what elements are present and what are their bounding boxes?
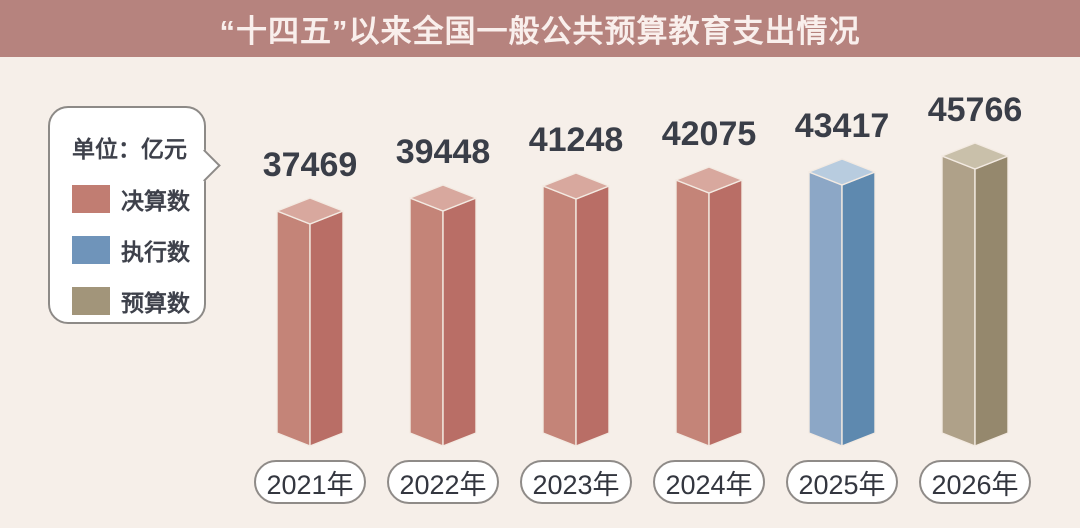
chart-title: “十四五”以来全国一般公共预算教育支出情况 bbox=[219, 14, 861, 49]
bar-value-label-2025: 43417 bbox=[795, 107, 890, 145]
execution-swatch bbox=[72, 236, 110, 264]
bar-value-label-2026: 45766 bbox=[928, 91, 1023, 129]
bar-top-face bbox=[941, 142, 1009, 170]
bar-left-face bbox=[542, 185, 577, 447]
legend-item-final-accounts: 决算数 bbox=[72, 182, 204, 216]
legend-item-label: 预算数 bbox=[121, 290, 190, 316]
bar-right-face bbox=[708, 179, 743, 447]
bar-right-face bbox=[575, 185, 610, 447]
bar-top-face bbox=[675, 166, 743, 194]
bar-2026 bbox=[941, 142, 1009, 447]
legend-item-execution: 执行数 bbox=[72, 233, 204, 267]
bar-value-label-2021: 37469 bbox=[263, 146, 358, 184]
bar-right-face bbox=[974, 155, 1009, 447]
legend-item-budget: 预算数 bbox=[72, 284, 204, 318]
bar-2023 bbox=[542, 172, 610, 447]
bar-left-face bbox=[808, 171, 843, 447]
bar-2022 bbox=[409, 184, 477, 447]
budget-swatch bbox=[72, 287, 110, 315]
bar-left-face bbox=[675, 179, 710, 447]
bar-value-label-2022: 39448 bbox=[396, 133, 491, 171]
year-pill-2023: 2023年 bbox=[520, 460, 632, 504]
title-bar: “十四五”以来全国一般公共预算教育支出情况 bbox=[0, 0, 1080, 57]
bar-left-face bbox=[276, 210, 311, 447]
year-pill-2024: 2024年 bbox=[653, 460, 765, 504]
bar-2024 bbox=[675, 166, 743, 447]
legend-item-label: 执行数 bbox=[121, 239, 190, 265]
bar-right-face bbox=[841, 171, 876, 447]
year-pill-2022: 2022年 bbox=[387, 460, 499, 504]
legend: 单位：亿元 决算数执行数预算数 bbox=[48, 106, 221, 324]
bar-right-face bbox=[442, 197, 477, 447]
bar-left-face bbox=[409, 197, 444, 447]
legend-item-label: 决算数 bbox=[121, 188, 190, 214]
bar-value-label-2024: 42075 bbox=[662, 115, 757, 153]
legend-items: 决算数 执行数 预算数 bbox=[72, 182, 204, 318]
final-accounts-swatch bbox=[72, 185, 110, 213]
year-pill-2025: 2025年 bbox=[786, 460, 898, 504]
bar-right-face bbox=[309, 210, 344, 447]
year-pill-2026: 2026年 bbox=[919, 460, 1031, 504]
bar-2021 bbox=[276, 197, 344, 447]
bar-left-face bbox=[941, 155, 976, 447]
unit-label: 单位：亿元 bbox=[72, 136, 187, 162]
bar-top-face bbox=[542, 172, 610, 200]
bar-2025 bbox=[808, 158, 876, 447]
bar-top-face bbox=[409, 184, 477, 212]
bar-top-face bbox=[808, 158, 876, 186]
bar-top-face bbox=[276, 197, 344, 225]
year-pill-2021: 2021年 bbox=[254, 460, 366, 504]
bar-value-label-2023: 41248 bbox=[529, 121, 624, 159]
